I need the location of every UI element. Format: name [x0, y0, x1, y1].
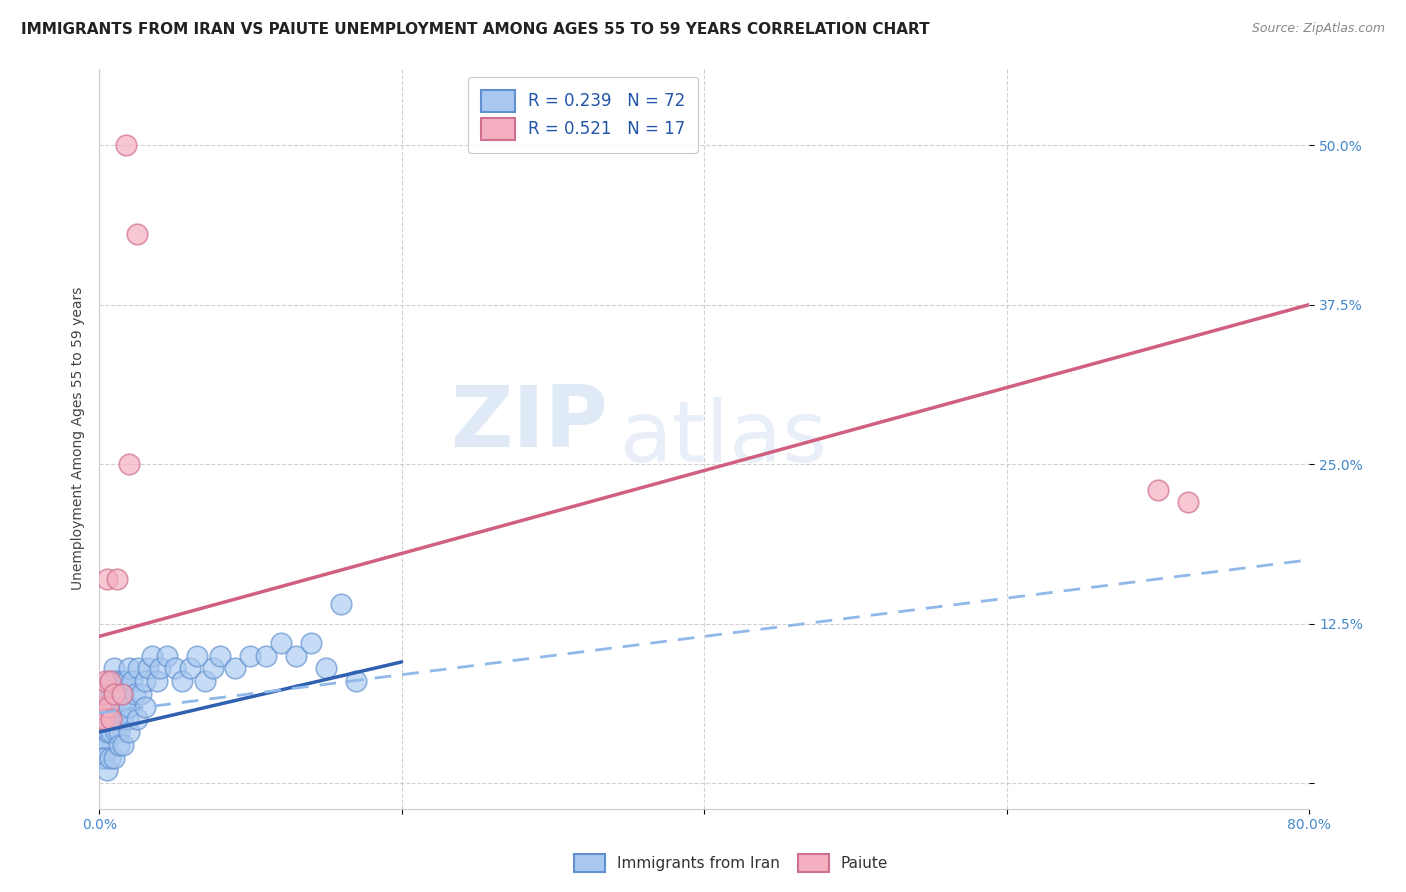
Point: [98, 674, 121, 689]
Point: [103, 661, 125, 675]
Point: [118, 457, 141, 471]
Point: [94, 674, 117, 689]
Point: [1177, 495, 1199, 509]
Point: [94, 699, 117, 714]
Y-axis label: Unemployment Among Ages 55 to 59 years: Unemployment Among Ages 55 to 59 years: [72, 287, 86, 591]
Point: [112, 738, 135, 752]
Point: [96, 712, 118, 726]
Point: [124, 687, 146, 701]
Point: [94, 738, 117, 752]
Text: IMMIGRANTS FROM IRAN VS PAIUTE UNEMPLOYMENT AMONG AGES 55 TO 59 YEARS CORRELATIO: IMMIGRANTS FROM IRAN VS PAIUTE UNEMPLOYM…: [21, 22, 929, 37]
Point: [145, 674, 167, 689]
Point: [239, 648, 262, 663]
Point: [93, 687, 115, 701]
Point: [125, 712, 148, 726]
Point: [186, 648, 208, 663]
Point: [98, 712, 121, 726]
Point: [105, 712, 128, 726]
Point: [1147, 483, 1170, 497]
Point: [91, 750, 114, 764]
Point: [104, 725, 127, 739]
Point: [90, 712, 112, 726]
Point: [136, 661, 159, 675]
Point: [134, 699, 156, 714]
Point: [141, 648, 163, 663]
Point: [115, 674, 138, 689]
Point: [179, 661, 201, 675]
Point: [118, 725, 141, 739]
Text: atlas: atlas: [620, 397, 828, 480]
Point: [98, 674, 121, 689]
Point: [91, 725, 114, 739]
Point: [103, 750, 125, 764]
Legend: Immigrants from Iran, Paiute: Immigrants from Iran, Paiute: [567, 846, 896, 880]
Point: [93, 712, 115, 726]
Point: [101, 674, 124, 689]
Point: [110, 699, 132, 714]
Point: [344, 674, 367, 689]
Point: [121, 674, 143, 689]
Point: [90, 712, 112, 726]
Point: [118, 661, 141, 675]
Point: [172, 674, 194, 689]
Point: [107, 687, 129, 701]
Point: [112, 687, 135, 701]
Point: [149, 661, 172, 675]
Point: [96, 738, 118, 752]
Point: [111, 712, 134, 726]
Point: [100, 687, 122, 701]
Point: [111, 687, 134, 701]
Point: [103, 687, 125, 701]
Point: [111, 674, 134, 689]
Point: [96, 687, 118, 701]
Point: [224, 661, 246, 675]
Point: [91, 687, 114, 701]
Point: [117, 712, 139, 726]
Point: [91, 699, 114, 714]
Text: Source: ZipAtlas.com: Source: ZipAtlas.com: [1251, 22, 1385, 36]
Point: [254, 648, 277, 663]
Point: [118, 699, 141, 714]
Point: [101, 712, 124, 726]
Text: ZIP: ZIP: [450, 383, 607, 466]
Point: [98, 750, 121, 764]
Point: [96, 572, 118, 586]
Point: [125, 227, 148, 242]
Point: [93, 725, 115, 739]
Point: [194, 674, 217, 689]
Point: [134, 674, 156, 689]
Point: [104, 687, 127, 701]
Point: [201, 661, 224, 675]
Point: [96, 764, 118, 778]
Point: [270, 636, 292, 650]
Point: [299, 636, 322, 650]
Point: [156, 648, 179, 663]
Point: [97, 699, 120, 714]
Point: [100, 712, 122, 726]
Point: [115, 138, 138, 153]
Point: [127, 661, 149, 675]
Point: [284, 648, 307, 663]
Point: [330, 598, 353, 612]
Point: [97, 725, 120, 739]
Point: [103, 699, 125, 714]
Point: [114, 699, 136, 714]
Point: [163, 661, 186, 675]
Point: [107, 738, 129, 752]
Point: [209, 648, 232, 663]
Point: [131, 687, 153, 701]
Point: [90, 699, 112, 714]
Point: [90, 738, 112, 752]
Point: [105, 674, 128, 689]
Point: [107, 725, 129, 739]
Point: [93, 750, 115, 764]
Point: [105, 572, 128, 586]
Point: [100, 725, 122, 739]
Point: [97, 699, 120, 714]
Legend: R = 0.239   N = 72, R = 0.521   N = 17: R = 0.239 N = 72, R = 0.521 N = 17: [468, 77, 699, 153]
Point: [315, 661, 337, 675]
